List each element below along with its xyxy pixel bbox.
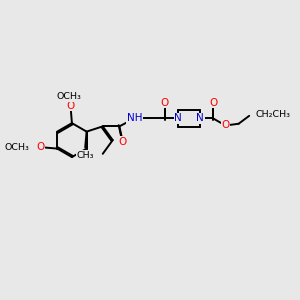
Text: O: O (209, 98, 217, 108)
Text: O: O (36, 142, 45, 152)
Text: O: O (119, 137, 127, 147)
Text: CH₂CH₃: CH₂CH₃ (255, 110, 290, 119)
Text: O: O (66, 100, 75, 111)
Text: CH₃: CH₃ (76, 151, 94, 160)
Text: NH: NH (127, 113, 142, 124)
Text: O: O (161, 98, 169, 108)
Text: N: N (196, 113, 204, 124)
Text: O: O (221, 121, 230, 130)
Text: N: N (174, 113, 182, 124)
Text: OCH₃: OCH₃ (57, 92, 82, 101)
Text: OCH₃: OCH₃ (5, 143, 30, 152)
